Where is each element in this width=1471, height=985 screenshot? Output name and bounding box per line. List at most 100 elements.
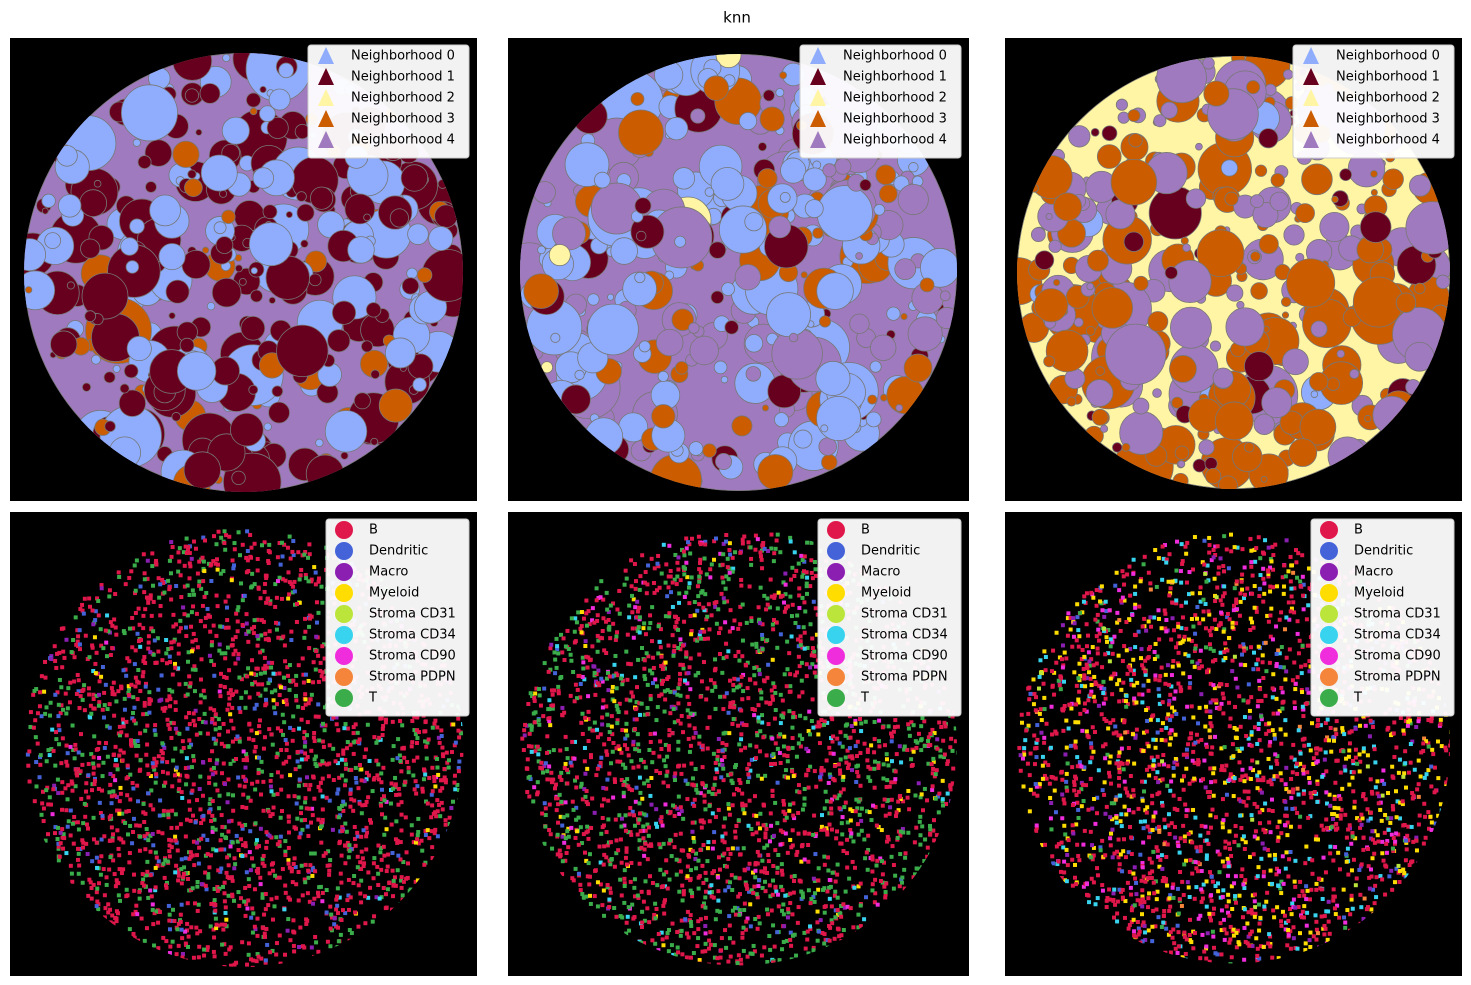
cell bbox=[279, 748, 283, 752]
cell bbox=[885, 778, 889, 782]
cell bbox=[253, 707, 257, 711]
cell bbox=[138, 835, 142, 839]
cell bbox=[288, 663, 292, 667]
cell bbox=[198, 775, 202, 779]
cell bbox=[286, 896, 290, 900]
cell bbox=[297, 898, 301, 902]
cell bbox=[303, 617, 307, 621]
cell bbox=[288, 580, 292, 584]
cell bbox=[722, 600, 726, 604]
region bbox=[1183, 244, 1191, 252]
cell bbox=[255, 703, 259, 707]
cell bbox=[235, 834, 239, 838]
cell bbox=[748, 743, 752, 747]
cell bbox=[440, 746, 444, 750]
cell bbox=[269, 785, 273, 789]
cell bbox=[179, 920, 183, 924]
cell bbox=[688, 581, 692, 585]
cell bbox=[724, 946, 728, 950]
region bbox=[82, 383, 90, 391]
cell bbox=[426, 828, 430, 832]
cell bbox=[314, 754, 318, 758]
cell bbox=[649, 776, 653, 780]
cell bbox=[201, 556, 205, 560]
cell bbox=[276, 579, 280, 583]
cell bbox=[71, 789, 75, 793]
region bbox=[1134, 276, 1148, 290]
cell bbox=[647, 748, 651, 752]
cell bbox=[201, 760, 205, 764]
cell bbox=[320, 899, 324, 903]
cell bbox=[40, 714, 44, 718]
cell bbox=[412, 759, 416, 763]
cell bbox=[279, 835, 283, 839]
cell bbox=[600, 903, 604, 907]
cell bbox=[684, 779, 688, 783]
region bbox=[239, 278, 246, 285]
cell bbox=[808, 924, 812, 928]
cell bbox=[141, 614, 145, 618]
cell bbox=[113, 872, 117, 876]
cell bbox=[908, 734, 912, 738]
cell bbox=[27, 749, 31, 753]
cell bbox=[53, 659, 57, 663]
cell bbox=[121, 840, 125, 844]
cell bbox=[99, 854, 103, 858]
cell bbox=[157, 859, 161, 863]
cell bbox=[78, 706, 82, 710]
cell bbox=[226, 800, 230, 804]
cell bbox=[199, 678, 203, 682]
cell bbox=[211, 799, 215, 803]
cell bbox=[93, 618, 97, 622]
cell bbox=[36, 711, 40, 715]
cell bbox=[231, 740, 235, 744]
cell bbox=[831, 871, 835, 875]
region bbox=[1383, 169, 1404, 190]
cell bbox=[432, 722, 436, 726]
cell bbox=[224, 600, 228, 604]
cell bbox=[139, 758, 143, 762]
cell bbox=[391, 894, 395, 898]
cell bbox=[280, 597, 284, 601]
cell bbox=[642, 854, 646, 858]
region bbox=[235, 265, 242, 272]
cell bbox=[92, 816, 96, 820]
cell bbox=[255, 731, 259, 735]
cell bbox=[652, 751, 656, 755]
legend-label: Neighborhood 4 bbox=[843, 133, 947, 148]
cell bbox=[240, 940, 244, 944]
cell bbox=[190, 789, 194, 793]
cell bbox=[816, 732, 820, 736]
cell bbox=[422, 777, 426, 781]
cell bbox=[164, 651, 168, 655]
region bbox=[879, 185, 897, 203]
cell bbox=[601, 698, 605, 702]
cell bbox=[281, 554, 285, 558]
region bbox=[133, 139, 140, 146]
cell bbox=[158, 798, 162, 802]
cell bbox=[171, 759, 175, 763]
cell bbox=[273, 689, 277, 693]
cell bbox=[386, 853, 390, 857]
cell bbox=[159, 604, 163, 608]
cell bbox=[310, 874, 314, 878]
cell bbox=[648, 621, 652, 625]
cell bbox=[172, 640, 176, 644]
cell bbox=[232, 899, 236, 903]
cell bbox=[288, 866, 292, 870]
cell bbox=[873, 878, 877, 882]
cell bbox=[906, 831, 910, 835]
cell bbox=[60, 780, 64, 784]
cell bbox=[62, 656, 66, 660]
cell bbox=[76, 820, 80, 824]
cell bbox=[128, 927, 132, 931]
cell bbox=[752, 885, 756, 889]
cell bbox=[70, 650, 74, 654]
cell bbox=[128, 773, 132, 777]
cell bbox=[98, 801, 102, 805]
cell bbox=[347, 878, 351, 882]
cell bbox=[423, 773, 427, 777]
cell bbox=[192, 664, 196, 668]
cell bbox=[406, 861, 410, 865]
cell bbox=[909, 757, 913, 761]
